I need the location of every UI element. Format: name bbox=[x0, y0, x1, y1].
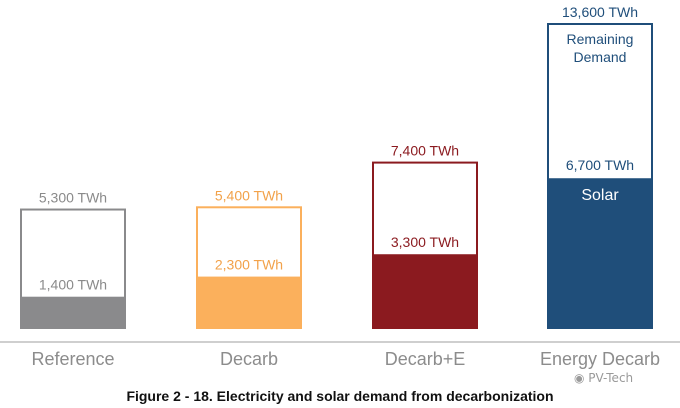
bar-solar-1 bbox=[196, 276, 302, 328]
category-label-1: Decarb bbox=[220, 349, 278, 369]
total-label-3: 13,600 TWh bbox=[562, 4, 638, 20]
total-label-1: 5,400 TWh bbox=[215, 187, 283, 203]
solar-label-3: 6,700 TWh bbox=[566, 157, 634, 173]
chart: 5,300 TWh 1,400 TWh Reference 5,400 TWh 2,30… bbox=[0, 4, 680, 369]
total-label-0: 5,300 TWh bbox=[39, 190, 107, 206]
watermark-text: PV-Tech bbox=[588, 371, 634, 385]
solar-label-0: 1,400 TWh bbox=[39, 277, 107, 293]
bar-solar-0 bbox=[20, 296, 126, 328]
total-label-2: 7,400 TWh bbox=[391, 143, 459, 159]
watermark: ◉ PV-Tech bbox=[574, 371, 634, 385]
remaining-label-line2: Demand bbox=[574, 49, 627, 65]
remaining-label-line1: Remaining bbox=[567, 31, 634, 47]
category-label-3: Energy Decarb bbox=[540, 349, 660, 369]
bar-solar-2 bbox=[372, 254, 478, 328]
bar-solar-3 bbox=[547, 178, 653, 328]
figure-caption: Figure 2 - 18. Electricity and solar dem… bbox=[126, 388, 554, 404]
solar-in-bar-label: Solar bbox=[581, 187, 619, 204]
solar-label-1: 2,300 TWh bbox=[215, 257, 283, 273]
solar-label-2: 3,300 TWh bbox=[391, 234, 459, 250]
category-label-2: Decarb+E bbox=[385, 349, 466, 369]
category-label-0: Reference bbox=[31, 349, 114, 369]
